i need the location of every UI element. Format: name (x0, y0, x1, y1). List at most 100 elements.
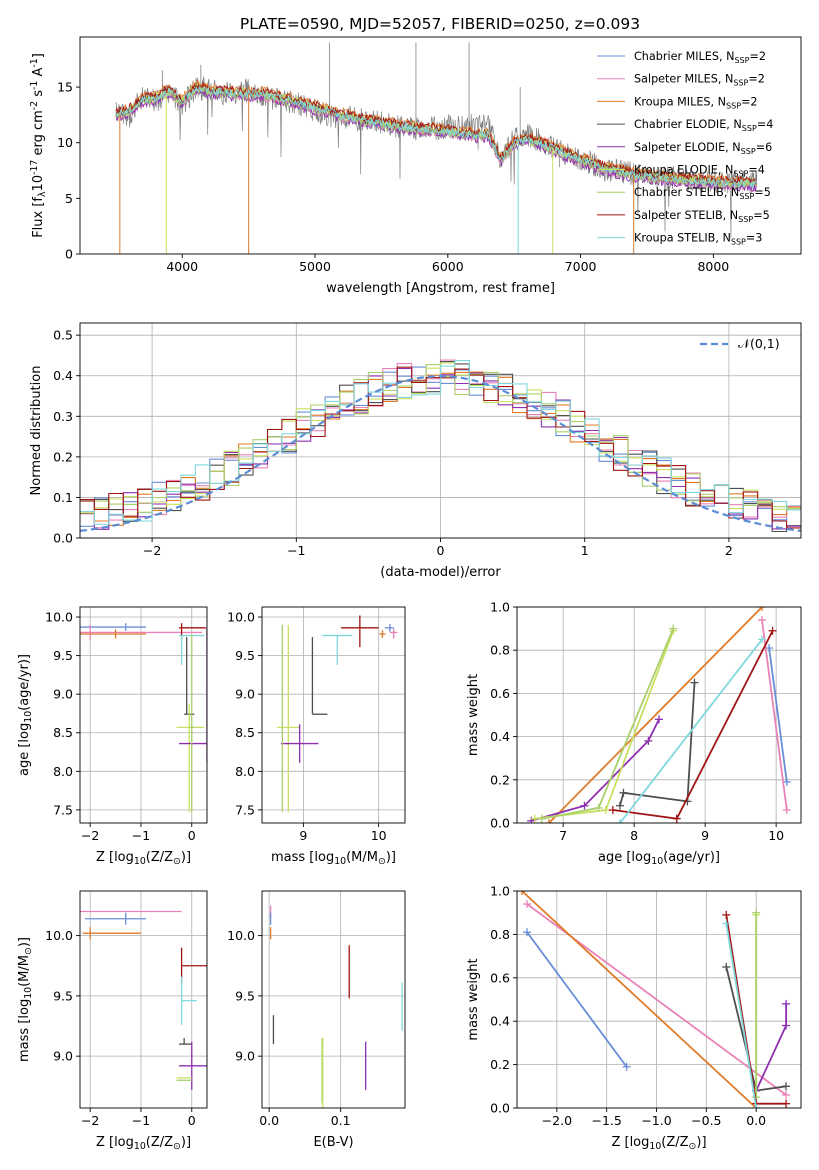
spectrum-model-line-salpeter_stelib (115, 81, 757, 185)
mass_vs_Z-point-salpeter_stelib (180, 947, 207, 984)
mass_weight_vs_age-marker-salpeter_miles (757, 615, 766, 624)
mass_vs_ebv-plot-area (269, 905, 403, 1108)
mass_weight_vs_Z-marker-kroupa_stelib (752, 1104, 761, 1108)
mass_weight_vs_age-marker-salpeter_stelib (672, 814, 681, 823)
mass_vs_Z-grid (80, 891, 207, 1108)
mass_weight_vs_age-y-tick-label: 0.2 (490, 772, 510, 787)
mass_weight_vs_Z-x-axis-label: Z [log10(Z/Z⊙)] (611, 1135, 706, 1152)
legend-label-salpeter_elodie: Salpeter ELODIE, NSSP=6 (634, 141, 772, 156)
residuals-x-tick-label: 1 (581, 543, 589, 558)
age_vs_mass-y-tick-label: 7.5 (235, 802, 255, 817)
age_vs_Z-point-kroupa_elodie (176, 704, 205, 813)
age_vs_mass-frame (261, 606, 406, 824)
mass_weight_vs_Z-y-tick-label: 1.0 (490, 884, 510, 899)
residual-legend: 𝒩(0,1) (700, 336, 780, 351)
residual-hist-kroupa_stelib (80, 360, 801, 525)
mass_weight_vs_age-marker-salpeter_stelib (608, 806, 617, 815)
residuals-y-tick-label: 0.3 (53, 409, 73, 424)
age_vs_Z-y-tick-label: 9.0 (53, 687, 73, 702)
mass_weight_vs_age-y-tick-label: 0.0 (490, 816, 510, 831)
mass_weight_vs_age-marker-chabrier_miles (782, 777, 791, 786)
mass_weight_vs_Z-y-tick-label: 0.8 (490, 927, 510, 942)
spectrum-y-axis-label: Flux [fλ10-17 erg cm-2 s-1 A-1] (29, 53, 48, 238)
mass_vs_Z-x-axis-label: Z [log10(Z/Z⊙)] (96, 1135, 191, 1152)
spectrum-legend: Chabrier MILES, NSSP=2 Salpeter MILES, NS… (597, 50, 773, 247)
age_vs_Z-point-chabrier_miles (80, 623, 147, 631)
mass_weight_vs_Z-frame (516, 890, 802, 1109)
age_vs_Z-y-tick-label: 8.0 (53, 764, 73, 779)
age_vs_Z-point-salpeter_elodie (179, 627, 207, 763)
age_vs_Z-grid (80, 607, 207, 823)
mass_vs_Z-point-kroupa_stelib (180, 976, 197, 1025)
mass_weight_vs_age-marker-salpeter_elodie (580, 801, 589, 810)
spectrum-y-tick-label: 15 (57, 80, 73, 95)
mass_weight_vs_Z-marker-chabrier_miles (622, 1062, 631, 1071)
age_vs_Z-point-chabrier_stelib (189, 634, 195, 813)
mass_weight_vs_age-line-kroupa_elodie (534, 630, 675, 820)
normal-curve (80, 375, 801, 532)
mass_vs_ebv-grid (262, 891, 405, 1108)
mass_weight_vs_age-line-chabrier_miles (768, 647, 788, 783)
age_vs_Z-y-tick-label: 7.5 (53, 802, 73, 817)
age_vs_mass-x-axis-label: mass [log10(M/M⊙)] (271, 850, 396, 867)
mass_weight_vs_Z-marker-chabrier_elodie (722, 962, 731, 971)
residuals-x-tick-label: 2 (725, 543, 733, 558)
residuals-x-tick-label: −1 (287, 543, 305, 558)
mass_vs_Z-frame (79, 890, 208, 1109)
age_vs_Z-frame (79, 606, 208, 824)
mass_vs_ebv-frame (261, 890, 406, 1109)
legend-label-kroupa_elodie: Kroupa ELODIE, NSSP=4 (634, 164, 765, 179)
mass_vs_Z-point-chabrier_miles (85, 912, 147, 925)
age_vs_mass-x-tick-label: 10 (371, 828, 387, 843)
mass_weight_vs_age-frame (516, 606, 802, 824)
age_vs_Z-point-salpeter_miles (80, 624, 202, 641)
legend-label-kroupa_miles: Kroupa MILES, NSSP=2 (634, 95, 758, 110)
age_vs_mass-point-salpeter_elodie (280, 724, 319, 763)
mass_weight_vs_Z-y-tick-label: 0.0 (490, 1101, 510, 1116)
mass_weight_vs_age-line-salpeter_miles (761, 619, 788, 811)
age_vs_Z-x-tick-label: −2 (81, 828, 99, 843)
residuals-y-tick-label: 0.4 (53, 368, 73, 383)
mass_weight_vs_age-line-kroupa_miles (548, 607, 763, 823)
age_vs_mass-y-tick-label: 9.0 (235, 687, 255, 702)
mass_weight_vs_Z-x-tick-label: 0.0 (746, 1113, 766, 1128)
mass_vs_ebv-y-tick-label: 10.0 (227, 928, 255, 943)
mass_weight_vs_age-y-tick-label: 0.8 (490, 643, 510, 658)
spectrum-x-tick-label: 5000 (299, 259, 331, 274)
spectrum-y-tick-label: 0 (65, 247, 73, 262)
mass_weight_vs_age-x-axis-label: age [log10(age/yr)] (598, 850, 720, 867)
age_vs_Z-y-tick-label: 8.5 (53, 725, 73, 740)
mass_weight_vs_age-x-tick-label: 8 (630, 828, 638, 843)
mass_weight_vs_Z-y-axis-label: mass weight (466, 958, 481, 1040)
residuals-plot-area (80, 359, 801, 533)
spectrum-y-tick-label: 10 (57, 135, 73, 150)
legend-label-chabrier_stelib: Chabrier STELIB, NSSP=5 (634, 186, 771, 201)
mass_weight_vs_Z-line-salpeter_elodie (755, 1003, 787, 1091)
mass_vs_ebv-y-tick-label: 9.5 (235, 988, 255, 1003)
mass_vs_ebv-x-axis-label: E(B-V) (313, 1135, 353, 1150)
age_vs_mass-y-tick-label: 10.0 (227, 610, 255, 625)
age_vs_mass-point-kroupa_miles (379, 630, 386, 638)
mass_weight_vs_age-marker-salpeter_elodie (655, 715, 663, 724)
legend-label-kroupa_stelib: Kroupa STELIB, NSSP=3 (634, 232, 762, 247)
mass_weight_vs_Z-y-tick-label: 0.2 (490, 1057, 510, 1072)
age_vs_mass-point-kroupa_stelib (322, 634, 353, 665)
figure-title: PLATE=0590, MJD=52057, FIBERID=0250, z=0… (240, 15, 640, 33)
residuals-x-tick-label: −2 (143, 543, 161, 558)
spectrum-frame (79, 36, 802, 255)
mass_weight_vs_Z-marker-salpeter_elodie (782, 1021, 791, 1030)
mass_weight_vs_Z-marker-salpeter_miles (522, 900, 531, 909)
legend-label-chabrier_elodie: Chabrier ELODIE, NSSP=4 (634, 118, 773, 133)
mass_weight_vs_age-line-chabrier_elodie (619, 682, 696, 806)
mass_weight_vs_age-y-axis-label: mass weight (466, 674, 481, 756)
age_vs_Z-y-axis-label: age [log10(age/yr)] (17, 654, 34, 776)
mass_vs_Z-x-tick-label: 0 (188, 1113, 196, 1128)
mass_weight_vs_Z-line-kroupa_miles (521, 891, 757, 1108)
mass_vs_Z-point-kroupa_miles (82, 927, 141, 940)
mass_weight_vs_Z-marker-salpeter_stelib (782, 1099, 791, 1108)
mass_weight_vs_Z-marker-kroupa_miles (517, 891, 526, 895)
mass_weight_vs_Z-marker-salpeter_elodie (782, 999, 791, 1008)
age_vs_mass-panel: 9 10 7.5 8.0 8.5 9.0 9.5 10.0 mass [log10(M/M⊙)] (227, 606, 406, 867)
mass_weight_vs_Z-marker-chabrier_stelib (752, 908, 761, 917)
mass_vs_ebv-x-tick-label: 0.1 (331, 1113, 351, 1128)
